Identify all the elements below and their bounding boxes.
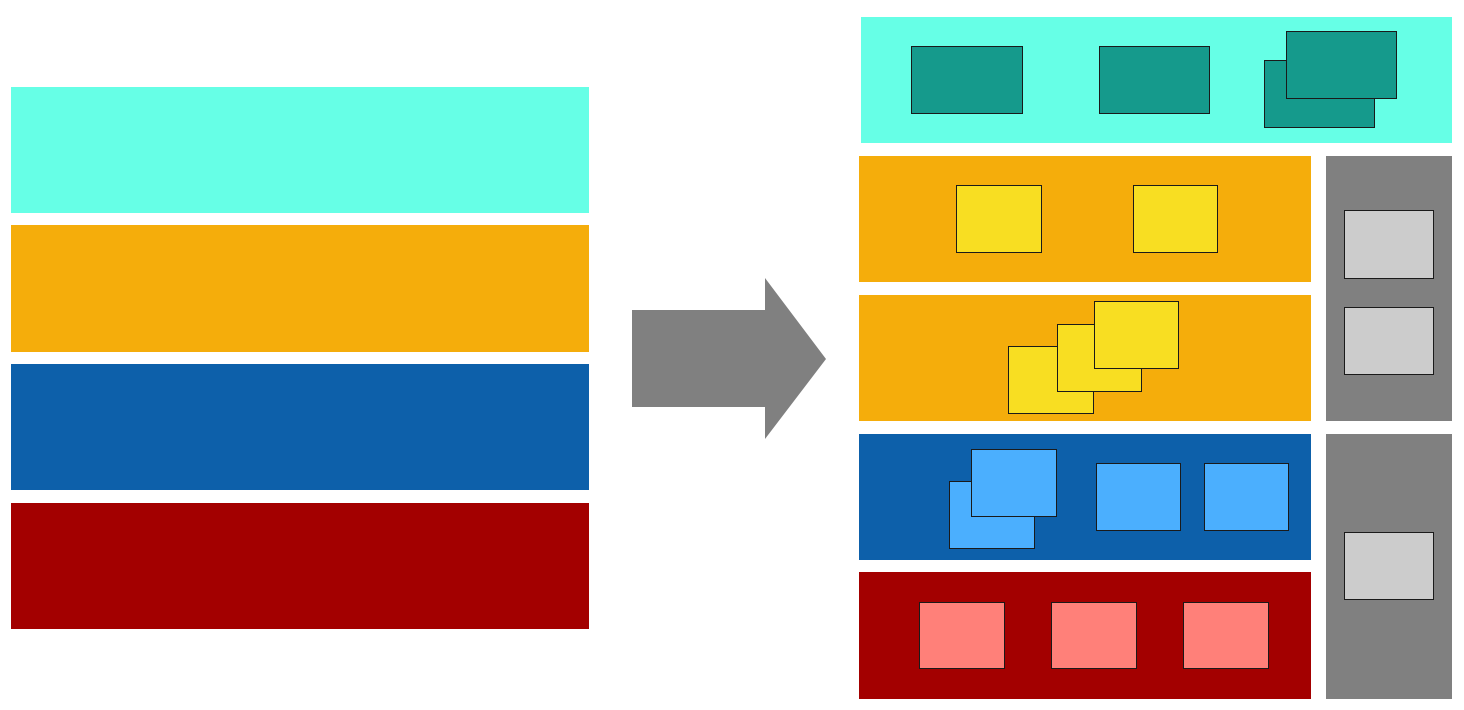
right-layer-red (859, 572, 1311, 699)
light-blue-box (1204, 463, 1289, 531)
right-layer-orange-1 (859, 156, 1311, 282)
light-gray-box (1344, 532, 1434, 600)
yellow-box-front (1094, 301, 1179, 369)
right-layer-blue (859, 434, 1311, 560)
light-blue-box-front (971, 449, 1057, 517)
light-blue-box (1096, 463, 1181, 531)
yellow-box (1133, 185, 1218, 253)
left-layer-red (11, 503, 589, 629)
left-layer-blue (11, 364, 589, 490)
left-layer-teal (11, 87, 589, 213)
pink-box (1183, 602, 1269, 669)
teal-box (911, 46, 1023, 114)
pink-box (919, 602, 1005, 669)
light-gray-box (1344, 307, 1434, 375)
pink-box (1051, 602, 1137, 669)
right-layer-orange-2 (859, 295, 1311, 421)
right-layer-teal (861, 17, 1452, 143)
yellow-box (956, 185, 1042, 253)
light-gray-box (1344, 210, 1434, 279)
side-panel-lower (1326, 434, 1452, 699)
side-panel-upper (1326, 156, 1452, 421)
teal-box (1099, 46, 1210, 114)
left-layer-orange (11, 225, 589, 352)
right-arrow-icon (632, 278, 826, 439)
arrow-shape (632, 278, 826, 439)
teal-box-front (1286, 31, 1397, 99)
